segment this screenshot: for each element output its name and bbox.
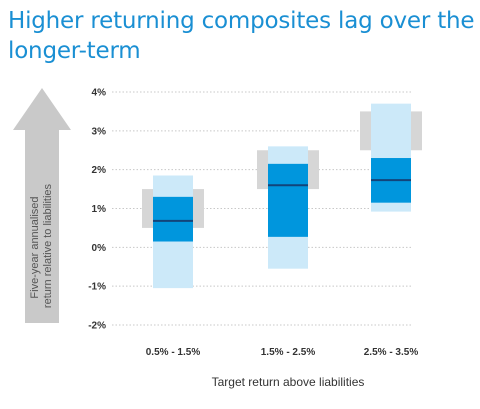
y-tick-label: 0% [92,243,107,254]
y-tick-label: 3% [92,126,107,137]
y-tick-label: -1% [88,282,106,293]
y-axis-arrow [13,88,71,323]
y-tick-label: 1% [92,204,107,215]
inner-range-bar [153,196,193,242]
x-category-label: 0.5% - 1.5% [146,347,201,358]
x-category-label: 2.5% - 3.5% [364,347,419,358]
y-tick-label: 2% [92,165,107,176]
x-axis-title: Target return above liabilities [212,375,365,389]
inner-range-bar [268,163,308,237]
y-tick-label: 4% [92,88,107,99]
chart-title: Higher returning composites lag over the… [8,8,475,64]
y-tick-label: -2% [88,321,106,332]
x-category-label: 1.5% - 2.5% [261,347,316,358]
y-axis-title: Five-year annualised return relative to … [29,183,54,308]
